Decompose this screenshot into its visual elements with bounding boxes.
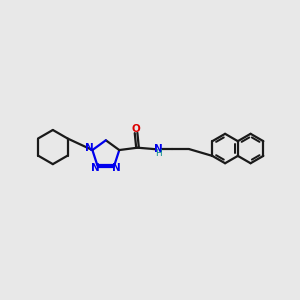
Text: N: N [154, 144, 163, 154]
Text: O: O [132, 124, 140, 134]
Text: N: N [91, 163, 100, 172]
Text: N: N [85, 143, 94, 153]
Text: H: H [155, 149, 161, 158]
Text: N: N [112, 163, 121, 172]
